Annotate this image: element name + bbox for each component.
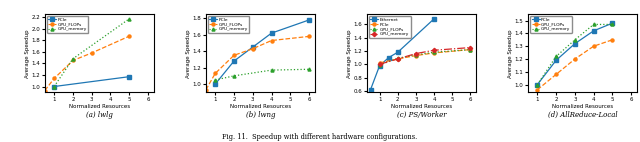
GPU_FLOPs — [230, 54, 238, 56]
PCIe — [230, 60, 238, 62]
GPU_FLOPs — [394, 57, 401, 59]
Y-axis label: Average Speedup: Average Speedup — [347, 29, 352, 78]
GPU_FLOPs — [69, 60, 77, 61]
Line: GPU_memory: GPU_memory — [214, 68, 310, 82]
GPU_FLOPs — [268, 40, 275, 41]
GPU_memory — [211, 79, 219, 81]
Text: Fig. 11.  Speedup with different hardware configurations.: Fig. 11. Speedup with different hardware… — [222, 133, 418, 141]
X-axis label: Normalized Resources: Normalized Resources — [391, 104, 452, 108]
PCIe — [534, 84, 541, 85]
GPU_memory — [376, 63, 383, 65]
GPU_FLOPs — [376, 64, 383, 66]
GPU_memory — [69, 58, 77, 60]
PCIe — [467, 49, 474, 50]
PCIe — [430, 52, 438, 54]
Line: Ethernet: Ethernet — [369, 17, 436, 91]
Legend: PCIe, GPU_FLOPs, GPU_memory: PCIe, GPU_FLOPs, GPU_memory — [208, 16, 250, 33]
PCIe — [249, 46, 257, 48]
GPU_FLOPs — [125, 35, 133, 37]
Y-axis label: Average Speedup: Average Speedup — [25, 29, 30, 78]
PCIe — [590, 30, 598, 32]
GPU_memory — [394, 58, 401, 60]
GPU_memory — [51, 86, 58, 87]
Line: PCIe: PCIe — [536, 22, 614, 86]
Ethernet — [376, 65, 383, 66]
GPU_memory — [552, 56, 560, 57]
PCIe — [609, 22, 616, 24]
Text: (d) AllReduce-Local: (d) AllReduce-Local — [548, 111, 617, 119]
Y-axis label: Average Speedup: Average Speedup — [508, 29, 513, 78]
Y-axis label: Average Speedup: Average Speedup — [186, 29, 191, 78]
GPU_memory — [412, 53, 420, 54]
Legend: PCIe, GPU_FLOPs, GPU_memory: PCIe, GPU_FLOPs, GPU_memory — [47, 16, 88, 33]
PCIe — [268, 32, 275, 34]
Text: (b) lwng: (b) lwng — [246, 111, 275, 119]
Line: GPU_FLOPs: GPU_FLOPs — [378, 48, 472, 66]
X-axis label: Normalized Resources: Normalized Resources — [230, 104, 291, 108]
GPU_FLOPs — [552, 74, 560, 75]
Line: GPU_memory: GPU_memory — [536, 23, 614, 86]
Line: GPU_FLOPs: GPU_FLOPs — [44, 35, 131, 92]
Line: PCIe: PCIe — [378, 48, 472, 64]
GPU_FLOPs — [590, 45, 598, 47]
PCIe — [305, 19, 313, 21]
GPU_FLOPs — [88, 52, 95, 54]
GPU_memory — [467, 47, 474, 48]
Line: PCIe: PCIe — [214, 18, 310, 86]
Ethernet — [367, 89, 374, 90]
Ethernet — [430, 18, 438, 20]
PCIe — [211, 83, 219, 85]
GPU_FLOPs — [430, 51, 438, 53]
GPU_memory — [609, 24, 616, 25]
Text: (c) PS/Worker: (c) PS/Worker — [397, 111, 446, 119]
Line: GPU_memory: GPU_memory — [378, 46, 472, 66]
X-axis label: Normalized Resources: Normalized Resources — [552, 104, 613, 108]
Ethernet — [394, 51, 401, 53]
PCIe — [394, 58, 401, 60]
PCIe — [125, 76, 133, 78]
PCIe — [376, 62, 383, 64]
Line: GPU_FLOPs: GPU_FLOPs — [536, 38, 614, 91]
GPU_FLOPs — [609, 39, 616, 41]
GPU_FLOPs — [249, 48, 257, 50]
GPU_FLOPs — [534, 89, 541, 91]
GPU_FLOPs — [467, 49, 474, 50]
PCIe — [412, 55, 420, 56]
GPU_FLOPs — [571, 58, 579, 60]
Legend: Ethernet, PCIe, GPU_FLOPs, GPU_memory: Ethernet, PCIe, GPU_FLOPs, GPU_memory — [369, 16, 410, 37]
X-axis label: Normalized Resources: Normalized Resources — [68, 104, 130, 108]
GPU_memory — [268, 69, 275, 71]
Line: GPU_memory: GPU_memory — [52, 17, 131, 88]
PCIe — [571, 43, 579, 44]
GPU_memory — [230, 75, 238, 77]
GPU_memory — [590, 24, 598, 25]
GPU_FLOPs — [305, 36, 313, 37]
Legend: PCIe, GPU_FLOPs, GPU_memory: PCIe, GPU_FLOPs, GPU_memory — [530, 16, 572, 33]
GPU_FLOPs — [211, 73, 219, 74]
GPU_FLOPs — [41, 90, 49, 91]
GPU_memory — [430, 49, 438, 51]
GPU_memory — [305, 68, 313, 70]
GPU_FLOPs — [51, 78, 58, 79]
PCIe — [552, 59, 560, 61]
Ethernet — [385, 57, 392, 59]
GPU_memory — [125, 18, 133, 20]
Line: GPU_FLOPs: GPU_FLOPs — [204, 35, 310, 91]
GPU_memory — [571, 39, 579, 41]
Line: PCIe: PCIe — [52, 75, 131, 88]
PCIe — [51, 86, 58, 87]
GPU_FLOPs — [202, 89, 210, 91]
Text: (a) lwlg: (a) lwlg — [86, 111, 113, 119]
GPU_memory — [534, 84, 541, 85]
GPU_FLOPs — [412, 54, 420, 56]
